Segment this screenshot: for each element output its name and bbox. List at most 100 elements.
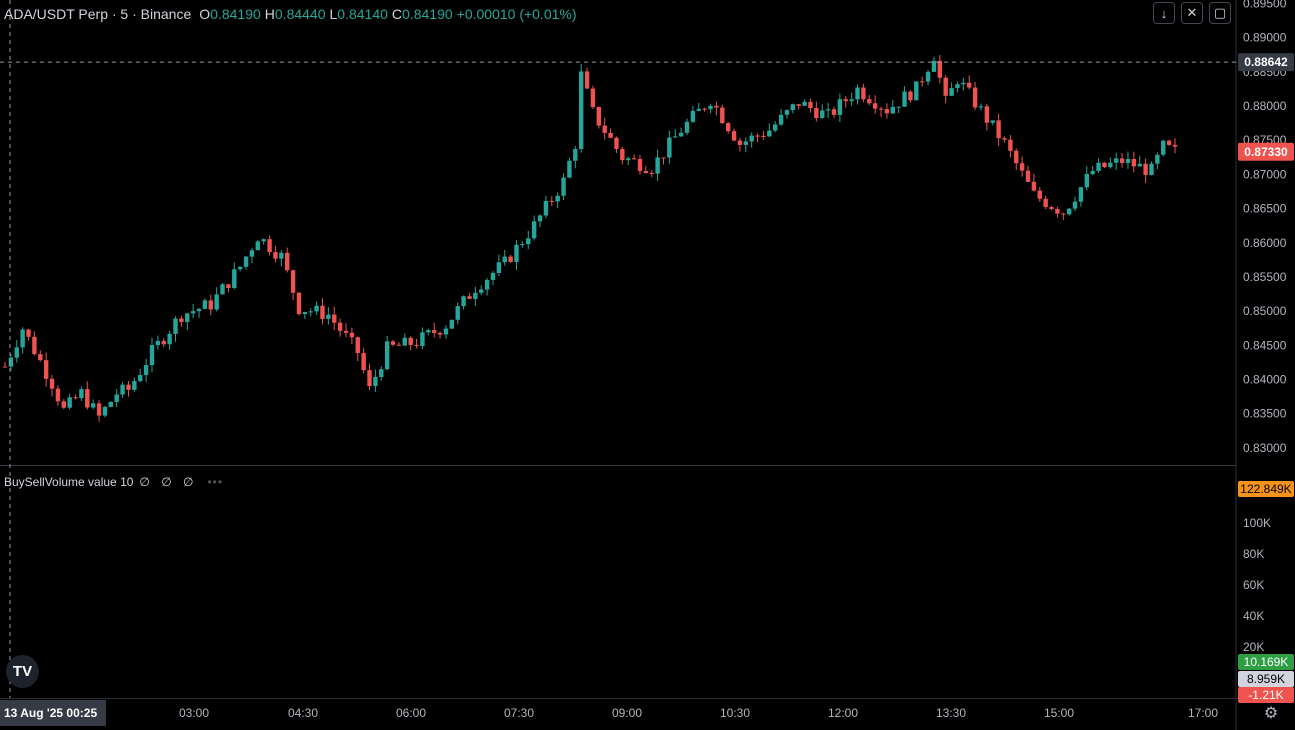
time-tick-label: 12:00	[828, 706, 858, 720]
high-label: H	[264, 6, 275, 22]
volume-value-label: 8.959K	[1247, 672, 1285, 686]
candle-body	[919, 81, 925, 83]
candle-body	[578, 71, 584, 149]
price-tick-label: 0.86000	[1243, 236, 1287, 250]
candle-body	[567, 160, 572, 178]
candle-body	[38, 354, 43, 361]
candle-body	[449, 319, 455, 329]
candle-body	[361, 353, 366, 371]
candle-body	[702, 108, 707, 110]
collapse-icon[interactable]: ✕	[1181, 2, 1203, 24]
candle-body	[773, 124, 778, 131]
candle-body	[743, 141, 749, 145]
volume-tick-label: 20K	[1243, 640, 1264, 654]
candle-body	[1066, 208, 1072, 215]
crosshair-time-label-bg	[0, 700, 106, 726]
candle-body	[1119, 158, 1125, 163]
candle-body	[914, 81, 919, 101]
candle-body	[1108, 162, 1113, 168]
arrow-down-icon[interactable]: ↓	[1153, 2, 1175, 24]
candle-body	[285, 252, 290, 271]
candle-body	[1002, 138, 1007, 140]
candle-body	[61, 401, 66, 408]
candle-body	[1090, 170, 1095, 175]
gear-icon[interactable]: ⚙	[1263, 705, 1279, 722]
candle-body	[379, 369, 384, 377]
candle-body	[161, 340, 166, 345]
candle-body	[149, 345, 155, 366]
candle-body	[1102, 162, 1107, 168]
open-label: O	[199, 6, 211, 22]
volume-label-bg	[1238, 654, 1294, 670]
candle-body	[367, 370, 372, 387]
price-tick-label: 0.89000	[1243, 31, 1287, 45]
close-value: 0.84190	[402, 6, 453, 22]
candle-body	[190, 311, 196, 314]
candle-body	[655, 157, 660, 174]
fullscreen-icon[interactable]: ▢	[1209, 2, 1231, 24]
indicator-name: BuySellVolume value 10	[4, 475, 134, 489]
close-label: C	[391, 6, 403, 22]
candle-body	[314, 305, 319, 312]
candle-body	[1025, 170, 1031, 182]
candle-body	[631, 158, 637, 160]
candle-body	[296, 292, 302, 314]
candle-body	[902, 91, 907, 107]
candle-body	[226, 284, 231, 289]
indicator-legend[interactable]: BuySellVolume value 10 ∅ ∅ ∅ •••	[4, 475, 223, 489]
low-label: L	[329, 6, 338, 22]
candle-body	[443, 328, 449, 335]
candle-body	[208, 300, 213, 310]
candle-body	[249, 250, 255, 257]
candle-body	[232, 269, 237, 289]
candle-body	[1072, 201, 1078, 209]
candle-body	[349, 332, 355, 338]
candle-body	[337, 322, 343, 331]
candle-body	[1149, 163, 1154, 175]
price-tick-label: 0.83500	[1243, 407, 1287, 421]
candle-body	[343, 330, 349, 333]
candle-body	[537, 215, 543, 222]
candle-body	[984, 106, 990, 123]
candle-body	[820, 110, 825, 119]
candle-body	[373, 376, 378, 387]
candle-body	[1037, 190, 1042, 199]
symbol-legend: ADA/USDT Perp · 5 · Binance O0.84190 H0.84…	[4, 6, 577, 22]
candle-body	[390, 341, 396, 345]
candle-body	[467, 296, 472, 299]
candle-body	[614, 137, 619, 149]
candle-body	[972, 87, 978, 108]
candle-body	[1061, 213, 1066, 215]
indicator-menu-icon[interactable]: •••	[207, 475, 224, 489]
candle-body	[514, 244, 519, 262]
candle-body	[55, 388, 61, 402]
candle-body	[155, 340, 161, 346]
time-tick-label: 13:30	[936, 706, 966, 720]
candle-body	[543, 200, 549, 216]
candle-body	[484, 279, 490, 290]
candle-body	[731, 131, 737, 141]
candle-body	[708, 105, 713, 110]
time-tick-label: 10:30	[720, 706, 750, 720]
candle-body	[755, 135, 760, 137]
candle-body	[43, 360, 49, 379]
candle-body	[1131, 158, 1137, 167]
candle-body	[320, 305, 325, 319]
candle-body	[20, 329, 25, 348]
candle-body	[1084, 174, 1090, 188]
candle-body	[237, 266, 243, 270]
candle-body	[602, 125, 607, 133]
candle-body	[696, 108, 701, 111]
symbol-title[interactable]: ADA/USDT Perp · 5 · Binance	[4, 6, 192, 22]
tradingview-logo[interactable]: TV	[6, 655, 39, 688]
candle-body	[896, 106, 901, 108]
candle-body	[690, 110, 696, 122]
open-value: 0.84190	[210, 6, 261, 22]
candle-body	[943, 77, 948, 96]
candle-body	[143, 365, 149, 375]
candle-body	[461, 296, 466, 307]
candle-body	[420, 332, 425, 346]
candle-body	[867, 99, 872, 104]
candle-body	[90, 403, 96, 408]
